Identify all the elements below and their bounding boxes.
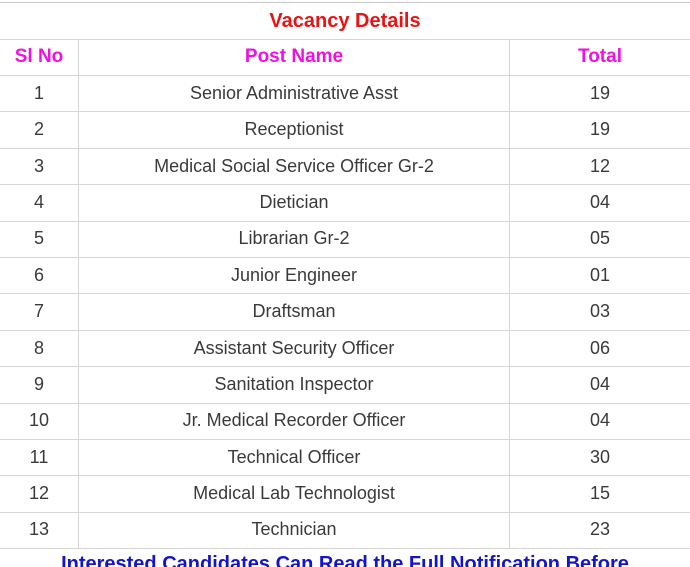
post-name-cell: Receptionist (78, 112, 510, 148)
table-row: 12 Medical Lab Technologist 15 (0, 476, 690, 513)
sl-no-cell: 2 (33, 119, 44, 140)
post-name-cell: Assistant Security Officer (78, 330, 510, 367)
sl-no-cell: 8 (33, 337, 44, 358)
post-name-cell: Sanitation Inspector (78, 367, 510, 403)
total-cell: 19 (589, 119, 611, 140)
table-title: Vacancy Details (0, 3, 690, 40)
total-cell: 04 (589, 410, 611, 431)
sl-no-cell: 11 (29, 446, 49, 467)
total-cell: 01 (589, 264, 611, 285)
post-name-cell: Technical Officer (78, 439, 510, 476)
sl-no-cell: 9 (33, 373, 44, 394)
column-header-sl-no: Sl No (14, 46, 64, 68)
total-cell: 30 (589, 446, 611, 467)
table-row: 6 Junior Engineer 01 (0, 257, 690, 295)
post-name-cell: Medical Lab Technologist (78, 476, 510, 512)
sl-no-cell: 10 (28, 410, 50, 431)
post-name-cell: Librarian Gr-2 (78, 221, 510, 257)
total-cell: 04 (589, 191, 611, 212)
table-row: 4 Dietician 04 (0, 185, 690, 222)
sl-no-cell: 13 (28, 519, 50, 540)
post-name-cell: Junior Engineer (78, 257, 510, 294)
total-cell: 04 (589, 373, 611, 394)
post-name-cell: Dietician (78, 185, 510, 221)
total-cell: 19 (589, 82, 611, 103)
total-cell: 23 (589, 519, 611, 540)
table-row: 8 Assistant Security Officer 06 (0, 330, 690, 368)
post-name-cell: Technician (78, 512, 510, 549)
total-cell: 03 (589, 301, 611, 322)
notification-footnote: Interested Candidates Can Read the Full … (61, 553, 629, 567)
table-row: 1 Senior Administrative Asst 19 (0, 76, 690, 113)
total-cell: 05 (589, 228, 611, 249)
table-row: 5 Librarian Gr-2 05 (0, 221, 690, 258)
sl-no-cell: 3 (33, 155, 44, 176)
sl-no-cell: 6 (33, 264, 44, 285)
table-row: 3 Medical Social Service Officer Gr-2 12 (0, 148, 690, 186)
column-header-post-name: Post Name (78, 40, 510, 75)
post-name-cell: Medical Social Service Officer Gr-2 (78, 148, 510, 185)
table-row: 10 Jr. Medical Recorder Officer 04 (0, 403, 690, 440)
post-name-cell: Senior Administrative Asst (78, 76, 510, 112)
sl-no-cell: 4 (33, 191, 44, 212)
sl-no-cell: 12 (28, 483, 50, 504)
table-row: 7 Draftsman 03 (0, 294, 690, 331)
total-cell: 06 (589, 337, 611, 358)
table-row: 9 Sanitation Inspector 04 (0, 367, 690, 404)
total-cell: 12 (589, 155, 611, 176)
post-name-cell: Jr. Medical Recorder Officer (78, 403, 510, 439)
table-row: 2 Receptionist 19 (0, 112, 690, 149)
vacancy-table: Vacancy Details Sl No Post Name Total 1 … (0, 2, 690, 550)
sl-no-cell: 1 (33, 82, 44, 103)
column-header-total: Total (578, 46, 622, 68)
sl-no-cell: 7 (33, 301, 44, 322)
table-row: 11 Technical Officer 30 (0, 439, 690, 477)
table-header-row: Sl No Post Name Total (0, 40, 690, 76)
post-name-cell: Draftsman (78, 294, 510, 330)
table-row: 13 Technician 23 (0, 512, 690, 550)
sl-no-cell: 5 (33, 228, 44, 249)
total-cell: 15 (589, 483, 611, 504)
